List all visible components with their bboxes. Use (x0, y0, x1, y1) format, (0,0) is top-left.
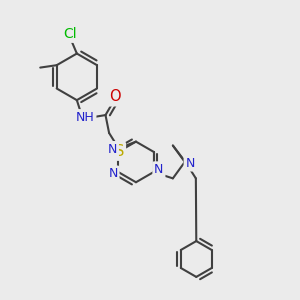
Text: N: N (185, 157, 195, 169)
Text: N: N (154, 163, 164, 176)
Text: O: O (109, 89, 121, 104)
Text: S: S (115, 144, 124, 159)
Text: N: N (108, 167, 118, 180)
Text: Cl: Cl (63, 27, 76, 41)
Text: N: N (108, 143, 117, 156)
Text: NH: NH (76, 111, 94, 124)
